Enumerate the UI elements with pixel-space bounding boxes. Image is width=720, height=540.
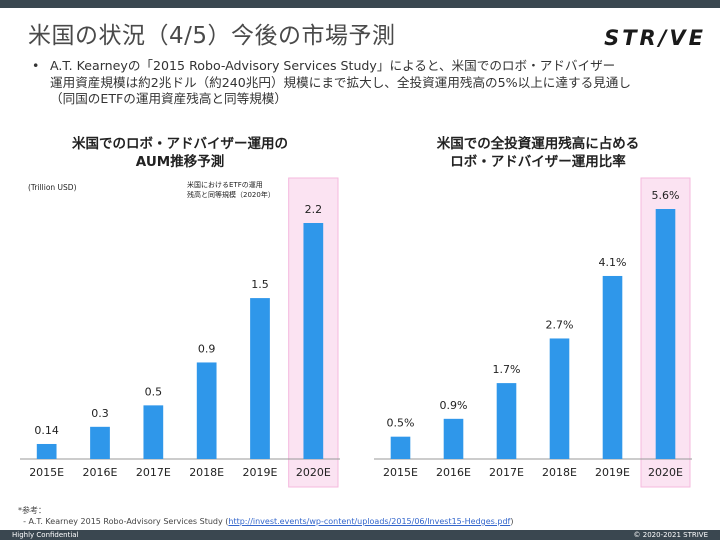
data-label: 2.7% <box>546 318 574 331</box>
x-tick-label: 2020E <box>648 466 683 479</box>
confidential-label: Highly Confidential <box>12 531 79 539</box>
data-label: 2.2 <box>305 203 323 216</box>
chart-title-left: 米国でのロボ・アドバイザー運用の AUM推移予測 <box>30 135 330 171</box>
bullet-line: （同国のETFの運用資産残高と同等規模） <box>50 91 287 106</box>
x-tick-label: 2019E <box>595 466 630 479</box>
data-label: 0.5% <box>387 417 415 430</box>
chart-title-line: ロボ・アドバイザー運用比率 <box>450 154 626 170</box>
bar <box>549 338 570 459</box>
bottom-footer-bar: Highly Confidential © 2020-2021 STRIVE <box>0 530 720 540</box>
x-tick-label: 2018E <box>542 466 577 479</box>
footnote-reference: - A.T. Kearney 2015 Robo-Advisory Servic… <box>18 516 513 527</box>
x-tick-label: 2015E <box>29 466 64 479</box>
data-label: 4.1% <box>599 256 627 269</box>
chart-title-line: 米国での全投資運用残高に占める <box>436 136 640 152</box>
bar <box>90 426 110 459</box>
bullet-line: 運用資産規模は約2兆ドル（約240兆円）規模にまで拡大し、全投資運用残高の5%以… <box>50 74 631 90</box>
chart-title-right: 米国での全投資運用残高に占める ロボ・アドバイザー運用比率 <box>388 135 688 171</box>
footnote-close: ) <box>510 517 514 526</box>
data-label: 1.5 <box>251 278 269 291</box>
bar <box>250 298 270 459</box>
x-tick-label: 2018E <box>189 466 224 479</box>
bullet-marker: • <box>32 58 40 73</box>
x-tick-label: 2015E <box>383 466 418 479</box>
x-tick-label: 2016E <box>83 466 118 479</box>
footnote-text: - A.T. Kearney 2015 Robo-Advisory Servic… <box>23 517 229 526</box>
data-label: 1.7% <box>493 363 521 376</box>
annotation-text: 米国におけるETFの運用 <box>187 180 263 189</box>
bullet-paragraph: A.T. Kearneyの「2015 Robo-Advisory Service… <box>50 58 710 108</box>
annotation-text: 残高と同等規模（2020年） <box>187 190 275 199</box>
x-tick-label: 2017E <box>136 466 171 479</box>
bar <box>303 223 324 459</box>
top-header-bar <box>0 0 720 8</box>
unit-label: (Trillion USD) <box>28 183 77 192</box>
page-title: 米国の状況（4/5）今後の市場予測 <box>28 23 396 49</box>
bar <box>196 362 217 459</box>
data-label: 0.3 <box>91 407 109 420</box>
chart-title-line: AUM推移予測 <box>135 154 225 170</box>
data-label: 0.14 <box>34 424 59 437</box>
data-label: 0.5 <box>145 385 163 398</box>
bar <box>496 383 517 459</box>
bar <box>143 405 164 459</box>
reference-link[interactable]: http://invest.events/wp-content/uploads/… <box>228 517 511 526</box>
footnote: *参考： - A.T. Kearney 2015 Robo-Advisory S… <box>18 505 513 527</box>
data-label: 5.6% <box>652 189 680 202</box>
data-label: 0.9% <box>440 399 468 412</box>
x-tick-label: 2016E <box>436 466 471 479</box>
strive-logo: STR/VE <box>604 26 706 50</box>
data-label: 0.9 <box>198 342 216 355</box>
footnote-label: *参考： <box>18 506 46 515</box>
x-tick-label: 2020E <box>296 466 331 479</box>
bar <box>390 436 411 459</box>
bar <box>655 209 676 459</box>
bar <box>602 275 623 459</box>
bar <box>443 418 464 459</box>
bar <box>36 443 57 459</box>
bullet-line: A.T. Kearneyの「2015 Robo-Advisory Service… <box>50 58 616 73</box>
chart-title-line: 米国でのロボ・アドバイザー運用の <box>72 136 288 152</box>
x-tick-label: 2019E <box>243 466 278 479</box>
x-tick-label: 2017E <box>489 466 524 479</box>
copyright-label: © 2020-2021 STRIVE <box>633 531 708 539</box>
